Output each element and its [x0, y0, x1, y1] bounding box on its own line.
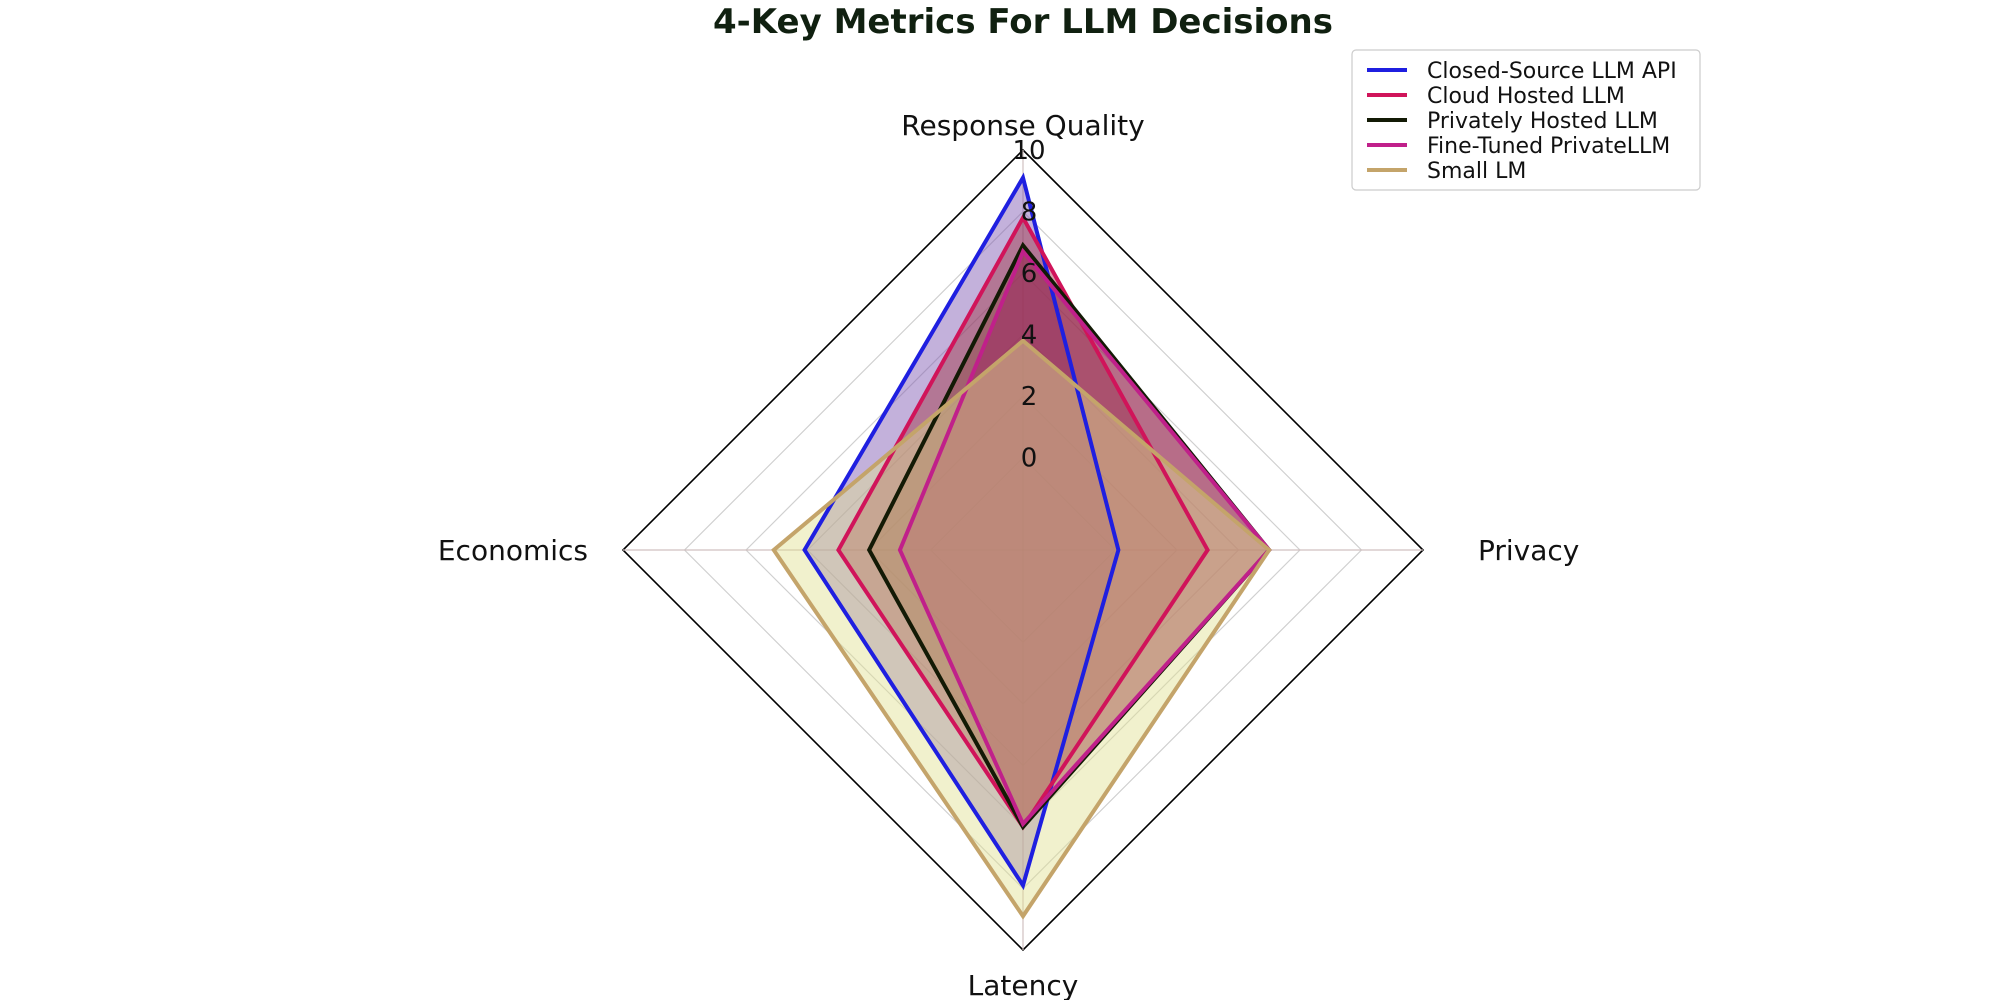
axis-label: Response Quality	[901, 109, 1144, 142]
series-line	[897, 247, 1272, 828]
tick-layer: 0 2 4 6 8 10	[1012, 136, 1045, 474]
legend-label: Fine-Tuned PrivateLLM	[1427, 134, 1670, 159]
radial-tick-label: 0	[1021, 444, 1038, 474]
legend-label: Closed-Source LLM API	[1427, 59, 1677, 84]
series-area	[773, 340, 1270, 917]
radial-tick-label: 10	[1012, 136, 1045, 166]
series-line	[802, 172, 1121, 891]
axis-label: Economics	[438, 534, 588, 567]
radial-tick-label: 2	[1021, 382, 1038, 412]
radial-tick-label: 8	[1021, 198, 1038, 228]
axis-label-layer: Response Quality Privacy Latency Economics	[438, 109, 1580, 1000]
series-area	[838, 217, 1208, 827]
axis-label: Latency	[968, 969, 1079, 1000]
radial-tick-label: 6	[1021, 259, 1038, 289]
series-area	[899, 251, 1270, 824]
legend-label: Small LM	[1427, 159, 1526, 184]
chart-title: 4-Key Metrics For LLM Decisions	[713, 2, 1333, 42]
series-line	[771, 338, 1272, 920]
legend-label: Cloud Hosted LLM	[1427, 84, 1625, 109]
legend-box	[1351, 49, 1701, 191]
series-layer	[771, 172, 1272, 920]
axis-label: Privacy	[1478, 534, 1579, 567]
radial-tick-label: 4	[1021, 321, 1038, 351]
series-area	[869, 245, 1270, 827]
legend-label: Privately Hosted LLM	[1427, 109, 1658, 134]
